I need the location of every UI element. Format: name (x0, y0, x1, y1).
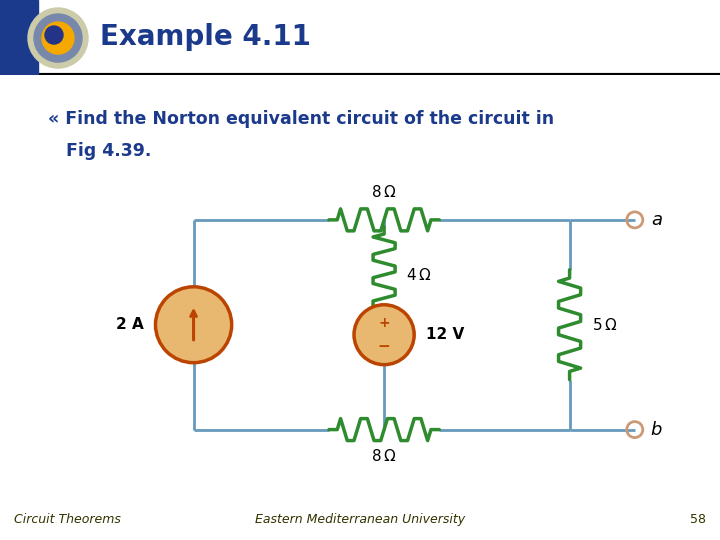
Circle shape (42, 22, 74, 54)
Text: 2 A: 2 A (116, 317, 143, 332)
Text: « Find the Norton equivalent circuit of the circuit in: « Find the Norton equivalent circuit of … (48, 110, 554, 128)
Text: a: a (651, 211, 662, 229)
Circle shape (156, 287, 232, 363)
Text: −: − (378, 339, 390, 354)
Text: $5\,\Omega$: $5\,\Omega$ (592, 317, 617, 333)
Text: Example 4.11: Example 4.11 (100, 23, 311, 51)
Text: b: b (651, 421, 662, 438)
Text: Eastern Mediterranean University: Eastern Mediterranean University (255, 513, 465, 526)
Text: 58: 58 (690, 513, 706, 526)
Text: Circuit Theorems: Circuit Theorems (14, 513, 121, 526)
Circle shape (28, 8, 88, 68)
Text: $4\,\Omega$: $4\,\Omega$ (406, 267, 431, 283)
Text: $8\,\Omega$: $8\,\Omega$ (372, 448, 397, 463)
Text: +: + (378, 316, 390, 330)
Circle shape (45, 26, 63, 44)
Text: Fig 4.39.: Fig 4.39. (48, 142, 152, 160)
Circle shape (354, 305, 414, 364)
Circle shape (34, 14, 82, 62)
Text: $8\,\Omega$: $8\,\Omega$ (372, 184, 397, 200)
Text: 12 V: 12 V (426, 327, 464, 342)
Bar (0, 0, 38, 75)
